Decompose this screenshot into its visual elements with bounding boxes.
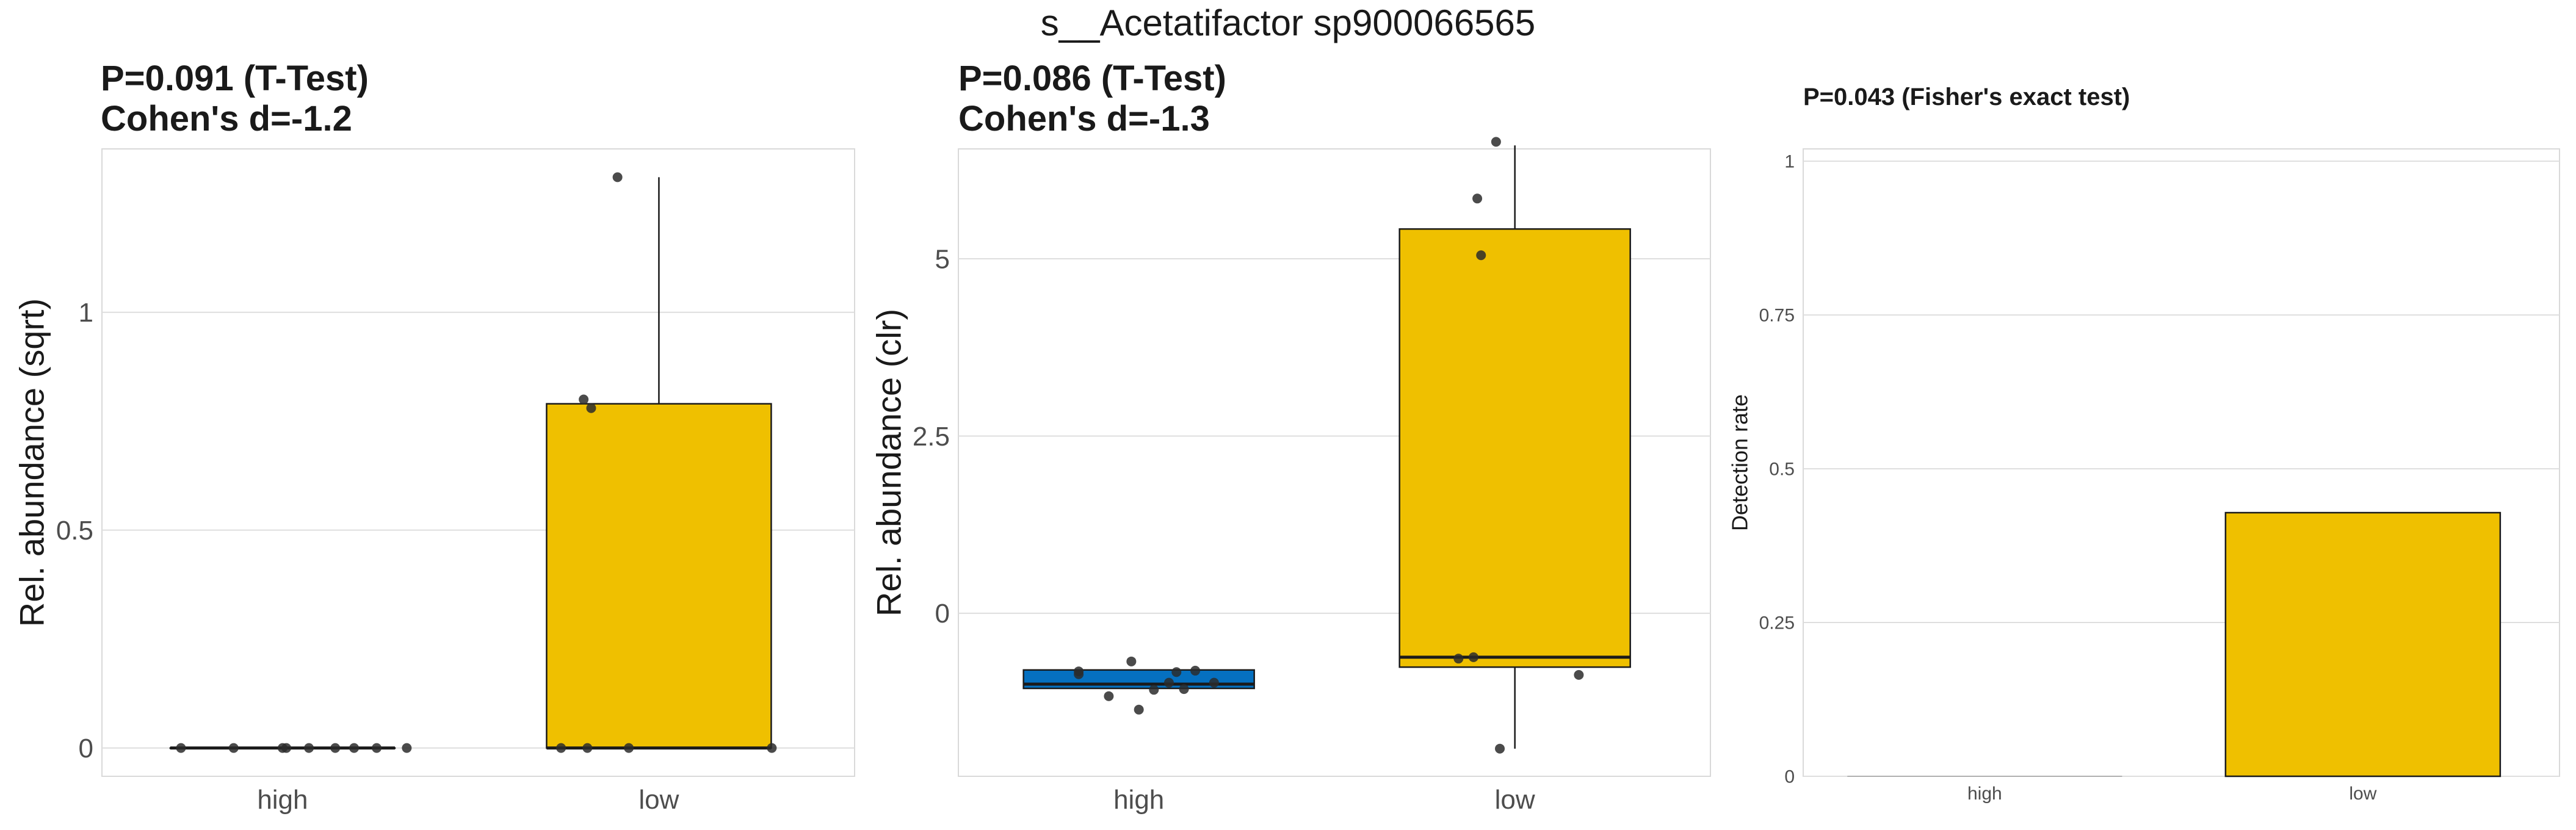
y-tick-label: 0.5 [56, 516, 93, 546]
panel-3: 0 0.25 0.5 0.75 1 P=0.043 (Fisher's exact tes… [1728, 84, 2560, 804]
panel-title-line: P=0.086 (T-Test) [958, 59, 1226, 98]
data-point-low [1468, 652, 1478, 662]
data-point-low [556, 743, 566, 753]
y-axis-label: Rel. abundance (clr) [870, 309, 908, 616]
y-tick-label: 0.75 [1759, 306, 1795, 326]
panel-2: 0 2.5 5 P=0.086 (T-Test)Cohen's d=-1.3 Rel. … [870, 59, 1711, 815]
data-point-high [349, 743, 360, 753]
data-point-high [1179, 684, 1189, 695]
data-point-high [330, 743, 341, 753]
data-point-high [1134, 704, 1144, 715]
y-axis-label: Rel. abundance (sqrt) [13, 298, 51, 627]
data-point-low [1472, 193, 1483, 204]
data-point-low [1495, 743, 1505, 754]
data-point-high [1149, 685, 1159, 695]
x-tick-label-low: low [1495, 785, 1535, 815]
data-point-high [402, 743, 412, 753]
data-point-high [228, 743, 239, 753]
y-tick-label: 2.5 [913, 422, 950, 452]
data-point-low [1574, 669, 1584, 680]
panel-1: 0 0.5 1 P=0.091 (T-Test)Cohen's d=-1.2 Rel. … [13, 59, 855, 815]
data-point-low [624, 743, 634, 753]
box-low [1398, 228, 1631, 668]
data-point-low [579, 394, 589, 405]
y-tick-label: 5 [935, 244, 950, 274]
data-point-high [372, 743, 382, 753]
x-tick-label-high: high [1113, 785, 1164, 815]
panel-title-line: P=0.091 (T-Test) [101, 59, 369, 98]
y-axis-label: Detection rate [1728, 394, 1753, 531]
data-point-high [1171, 667, 1182, 677]
data-point-low [586, 403, 596, 413]
data-point-high [1209, 677, 1219, 688]
data-point-low [1476, 250, 1486, 261]
panel-title-line: Cohen's d=-1.2 [101, 99, 352, 139]
x-tick-label-high: high [257, 785, 308, 815]
panel-title-line: Cohen's d=-1.3 [958, 99, 1210, 139]
data-point-low [612, 172, 623, 182]
data-point-high [1104, 691, 1114, 701]
data-point-high [1190, 665, 1201, 676]
x-tick-label-high: high [1967, 784, 2002, 804]
panel-title-line: P=0.043 (Fisher's exact test) [1803, 84, 2130, 110]
y-tick-label: 1 [1784, 152, 1795, 172]
data-point-low [1491, 137, 1501, 147]
box-low [546, 403, 772, 749]
x-tick-label-low: low [639, 785, 679, 815]
y-tick-label: 1 [79, 298, 93, 328]
data-point-high [1126, 656, 1137, 666]
data-point-low [767, 743, 777, 753]
data-point-low [1453, 654, 1464, 664]
data-point-high [281, 743, 292, 753]
data-point-low [582, 743, 593, 753]
y-tick-label: 0 [935, 599, 950, 629]
data-point-high [1163, 677, 1174, 688]
data-point-high [176, 743, 186, 753]
figure-title: s__Acetatifactor sp900066565 [1041, 2, 1536, 43]
data-point-high [304, 743, 314, 753]
bar-low [2224, 511, 2502, 778]
y-tick-label: 0.25 [1759, 613, 1795, 633]
y-tick-label: 0.5 [1769, 460, 1795, 480]
x-tick-label-low: low [2349, 784, 2376, 804]
data-point-high [1074, 669, 1084, 679]
y-tick-label: 0 [79, 734, 93, 763]
y-tick-label: 0 [1784, 767, 1795, 787]
